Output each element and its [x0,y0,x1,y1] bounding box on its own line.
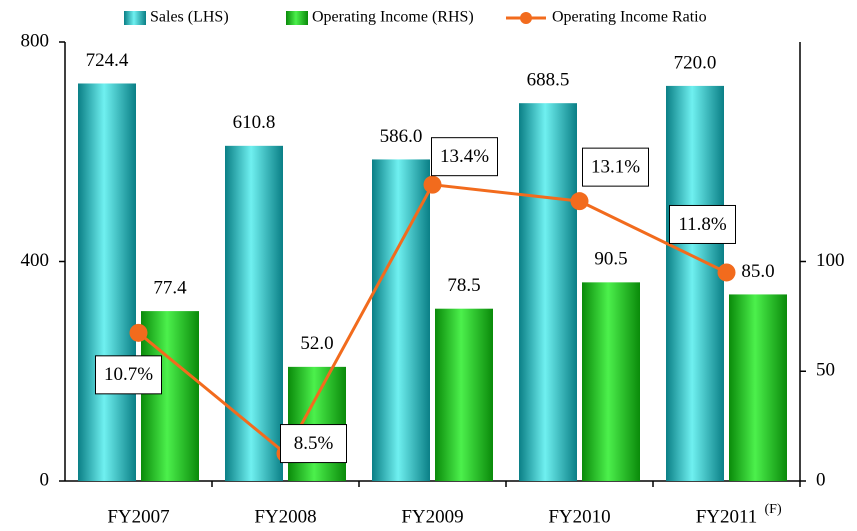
line-point [570,192,589,211]
label-box [431,137,498,177]
y2-tick-label: 100 [816,250,845,271]
legend-swatch [286,11,308,25]
bar-value-label: 586.0 [380,126,423,147]
x-tick-label: FY2010 [548,506,610,527]
bar [288,366,346,481]
bar-value-label: 52.0 [300,333,333,354]
line-value-label: 8.5% [294,433,334,454]
line-value-label: 11.8% [678,214,727,235]
bar [141,311,199,481]
legend-label: Operating Income (RHS) [312,9,474,26]
bar-value-label: 724.4 [86,50,129,71]
bar-value-label: 90.5 [594,249,627,270]
x-tick-label: FY2008 [254,506,316,527]
line-value-label: 10.7% [104,364,153,385]
bar-value-label: 610.8 [233,112,276,133]
bar-value-label: 85.0 [741,261,774,282]
line-point [717,263,736,282]
y-tick-label: 800 [21,30,50,51]
line-point [423,175,442,194]
bar-value-label: 688.5 [527,70,570,91]
legend-swatch [124,11,146,25]
bar-value-label: 78.5 [447,275,480,296]
x-tick-label: FY2009 [401,506,463,527]
legend-label: Operating Income Ratio [552,9,707,26]
bar-value-label: 77.4 [153,277,187,298]
x-tick-label: FY2007 [107,506,169,527]
bar [582,282,640,481]
bar [519,103,577,482]
line-value-label: 13.1% [591,156,640,177]
y2-tick-label: 50 [816,360,835,381]
y2-tick-label: 0 [816,469,826,490]
label-box [95,355,162,395]
legend-swatch [520,12,532,24]
legend-label: Sales (LHS) [150,9,229,26]
bar-value-label: 720.0 [674,52,717,73]
bar [225,145,283,482]
label-box [280,424,347,464]
y-tick-label: 400 [21,250,50,271]
bar [435,308,493,481]
x-tick-label: FY2011 [696,506,758,527]
bar [78,83,136,481]
x-annotation: (F) [765,502,782,517]
bar [372,159,430,481]
label-box [582,147,649,187]
line-value-label: 13.4% [440,146,489,167]
bar [729,294,787,481]
line-point [129,323,148,342]
bar [666,85,724,482]
label-box [669,204,736,244]
y-tick-label: 0 [40,469,50,490]
